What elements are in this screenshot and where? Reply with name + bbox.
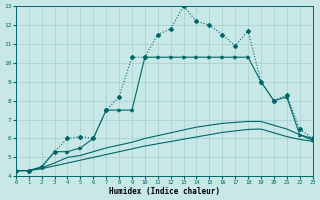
X-axis label: Humidex (Indice chaleur): Humidex (Indice chaleur) [109, 187, 220, 196]
